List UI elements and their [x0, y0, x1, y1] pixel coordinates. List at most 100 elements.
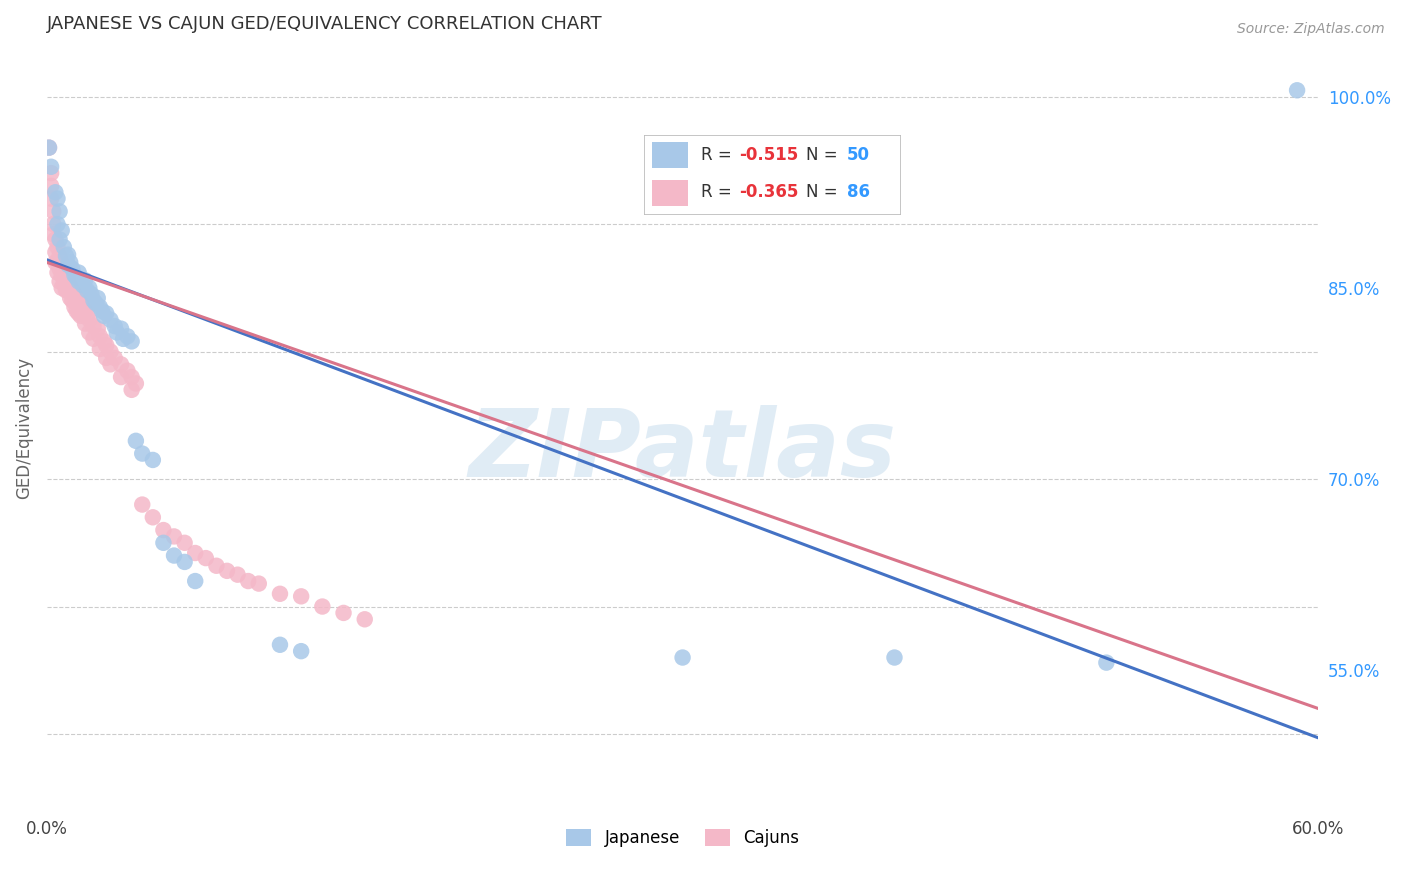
Text: Source: ZipAtlas.com: Source: ZipAtlas.com [1237, 22, 1385, 37]
Point [77, 281, 100, 295]
Point [51, 268, 73, 282]
Point [67, 266, 90, 280]
Point [142, 453, 165, 467]
Point [56, 258, 79, 272]
Point [48, 275, 70, 289]
Point [77, 312, 100, 326]
Point [117, 329, 139, 343]
Point [110, 321, 132, 335]
Point [65, 303, 87, 318]
Text: -0.515: -0.515 [740, 146, 799, 164]
Point [163, 549, 186, 563]
Point [105, 326, 128, 340]
Point [205, 558, 228, 573]
Point [152, 523, 174, 537]
Point [83, 332, 105, 346]
Point [104, 319, 127, 334]
Point [883, 650, 905, 665]
Point [59, 291, 82, 305]
Point [60, 261, 83, 276]
Point [56, 270, 79, 285]
Text: ZIPatlas: ZIPatlas [468, 405, 897, 497]
Point [44, 245, 66, 260]
Point [110, 370, 132, 384]
Point [110, 357, 132, 371]
Point [269, 587, 291, 601]
Point [121, 383, 143, 397]
Point [69, 296, 91, 310]
Point [67, 306, 90, 320]
Point [1286, 83, 1309, 97]
Point [353, 612, 375, 626]
Point [100, 312, 122, 326]
Point [89, 300, 111, 314]
Point [67, 275, 90, 289]
Point [63, 287, 86, 301]
Point [163, 529, 186, 543]
Point [46, 266, 69, 280]
Point [142, 510, 165, 524]
Point [69, 309, 91, 323]
Point [73, 303, 96, 318]
Point [226, 567, 249, 582]
Point [65, 291, 87, 305]
Point [184, 546, 207, 560]
Point [48, 232, 70, 246]
Point [173, 555, 195, 569]
Point [89, 329, 111, 343]
Point [73, 273, 96, 287]
Point [51, 255, 73, 269]
Point [60, 293, 83, 308]
Point [59, 255, 82, 269]
FancyBboxPatch shape [652, 143, 688, 169]
Point [1095, 656, 1118, 670]
Point [60, 284, 83, 298]
Point [671, 650, 693, 665]
Point [51, 223, 73, 237]
Point [311, 599, 333, 614]
Point [89, 342, 111, 356]
Point [44, 186, 66, 200]
Point [56, 284, 79, 298]
Point [269, 638, 291, 652]
Point [152, 536, 174, 550]
Legend: Japanese, Cajuns: Japanese, Cajuns [558, 821, 807, 855]
Point [72, 300, 94, 314]
Text: 86: 86 [846, 183, 869, 202]
Point [55, 284, 77, 298]
Point [131, 446, 153, 460]
Text: R =: R = [700, 183, 737, 202]
Point [117, 364, 139, 378]
Point [38, 141, 60, 155]
Point [96, 306, 118, 320]
Point [93, 309, 115, 323]
Point [80, 287, 103, 301]
Point [56, 248, 79, 262]
Point [290, 590, 312, 604]
Point [42, 217, 65, 231]
Point [247, 576, 270, 591]
Point [100, 357, 122, 371]
Point [39, 178, 62, 193]
Point [96, 338, 118, 352]
Point [93, 334, 115, 349]
Text: N =: N = [806, 146, 842, 164]
Point [87, 321, 110, 335]
Point [83, 293, 105, 308]
Point [76, 284, 98, 298]
Point [52, 261, 75, 276]
Point [332, 606, 354, 620]
Point [42, 204, 65, 219]
Point [46, 255, 69, 269]
Point [112, 332, 135, 346]
Point [48, 249, 70, 263]
Point [52, 275, 75, 289]
Point [48, 204, 70, 219]
Point [173, 536, 195, 550]
Point [77, 326, 100, 340]
Point [46, 217, 69, 231]
Point [73, 317, 96, 331]
Point [52, 240, 75, 254]
Point [67, 293, 90, 308]
Text: R =: R = [700, 146, 737, 164]
